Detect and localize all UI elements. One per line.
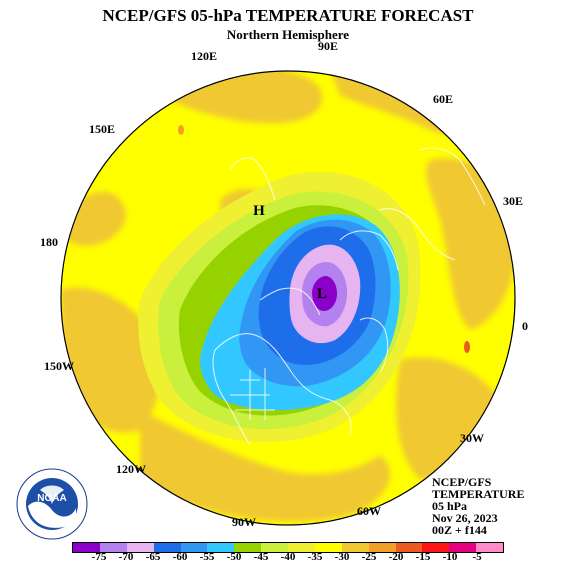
color-scale-label: -15	[415, 551, 431, 563]
lon-label-120w: 120W	[116, 462, 146, 476]
map-title: NCEP/GFS 05-hPa TEMPERATURE FORECAST	[102, 6, 474, 25]
color-scale-label: -5	[472, 551, 482, 563]
info-date: Nov 26, 2023	[432, 511, 498, 525]
lon-label-60e: 60E	[433, 92, 454, 106]
color-swatch	[395, 543, 423, 552]
color-swatch	[234, 543, 262, 552]
color-scale-label: -40	[280, 551, 296, 563]
color-scale-label: -25	[361, 551, 377, 563]
color-swatch	[153, 543, 181, 552]
lon-label-150w: 150W	[44, 359, 74, 373]
info-level: 05 hPa	[432, 499, 468, 513]
color-swatch	[422, 543, 450, 552]
forecast-info: NCEP/GFS TEMPERATURE 05 hPa Nov 26, 2023…	[432, 476, 524, 536]
lon-label-30e: 30E	[503, 194, 524, 208]
color-swatch	[180, 543, 208, 552]
lon-label-30w: 30W	[460, 431, 484, 445]
color-swatch	[126, 543, 154, 552]
lon-label-60w: 60W	[357, 504, 381, 518]
color-scale-label: -55	[199, 551, 215, 563]
color-scale-label: -10	[442, 551, 458, 563]
lon-label-120e: 120E	[191, 49, 218, 63]
lon-label-150e: 150E	[89, 122, 116, 136]
lon-label-90w: 90W	[232, 515, 256, 529]
color-swatch	[368, 543, 396, 552]
color-scale-bar	[72, 542, 504, 553]
color-scale-label: -65	[145, 551, 161, 563]
color-scale-label: -20	[388, 551, 404, 563]
color-swatch	[207, 543, 235, 552]
lon-label-180: 180	[40, 235, 58, 249]
info-variable: TEMPERATURE	[432, 487, 525, 501]
lon-label-0: 0	[522, 319, 528, 333]
color-scale-label: -70	[118, 551, 134, 563]
color-swatch	[99, 543, 127, 552]
info-run: 00Z + f144	[432, 523, 487, 537]
color-scale-label: -60	[172, 551, 188, 563]
color-swatch	[261, 543, 288, 552]
high-pressure-marker: H	[253, 203, 265, 219]
color-scale-label: -45	[253, 551, 269, 563]
color-scale-labels: -75 -70 -65 -60 -55 -50 -45 -40 -35 -30 -25 -20 -15-…	[0, 551, 576, 565]
color-swatch	[341, 543, 369, 552]
color-scale-label: -75	[91, 551, 107, 563]
color-swatch	[314, 543, 342, 552]
color-swatch	[476, 543, 503, 552]
color-swatch	[73, 543, 100, 552]
color-scale-label: -30	[334, 551, 350, 563]
lon-label-90e: 90E	[318, 39, 339, 53]
map-subtitle: Northern Hemisphere	[226, 27, 350, 42]
noaa-logo-text: NOAA	[37, 493, 66, 504]
low-pressure-marker: L	[317, 286, 327, 302]
color-scale-label: -35	[307, 551, 323, 563]
color-swatch	[449, 543, 477, 552]
noaa-logo-icon: NOAA	[16, 468, 88, 540]
info-model: NCEP/GFS	[432, 475, 492, 489]
color-scale-label: -50	[226, 551, 242, 563]
color-swatch	[288, 543, 315, 552]
